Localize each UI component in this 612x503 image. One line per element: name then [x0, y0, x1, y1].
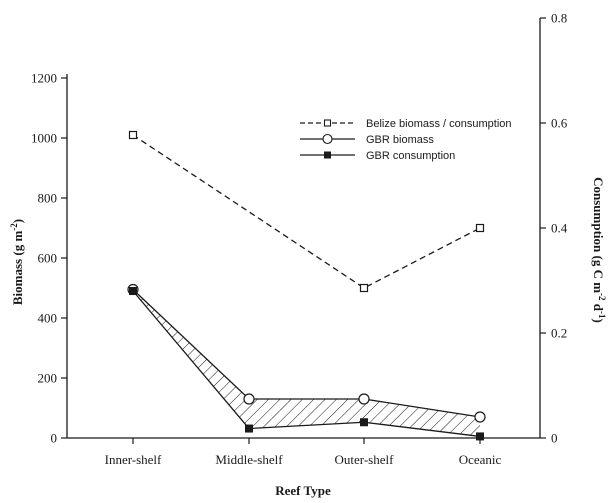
right-tick-label: 0: [551, 431, 558, 446]
left-axis-title: Biomass (g m-2): [9, 219, 25, 305]
left-tick-label: 800: [38, 191, 58, 206]
left-tick-label: 200: [38, 371, 58, 386]
right-axis-title: Consumption (g C m-2 d-1): [591, 177, 607, 323]
legend-marker: [322, 133, 333, 145]
x-tick-label: Middle-shelf: [215, 452, 283, 467]
x-tick-label: Oceanic: [459, 452, 502, 467]
left-tick-label: 600: [38, 251, 58, 266]
x-axis-title: Reef Type: [275, 483, 331, 498]
right-tick-label: 0.2: [551, 326, 567, 341]
legend-label: GBR consumption: [366, 150, 455, 162]
series-point-1: [243, 393, 255, 405]
series-point-0: [128, 130, 138, 140]
series-point-2: [476, 432, 484, 441]
left-tick-label: 0: [51, 431, 58, 446]
legend-marker: [323, 119, 332, 127]
right-tick-label: 0.4: [551, 221, 568, 236]
left-tick-label: 1000: [31, 131, 57, 146]
shaded-region: [133, 289, 480, 437]
right-tick-label: 0.6: [551, 116, 568, 131]
series-point-0: [475, 223, 485, 233]
x-tick-label: Outer-shelf: [335, 452, 395, 467]
legend-label: Belize biomass / consumption: [366, 118, 512, 130]
series-line-0: [132, 134, 481, 289]
left-tick-label: 400: [38, 311, 58, 326]
legend-label: GBR biomass: [366, 134, 434, 146]
series-line-2: [132, 290, 481, 438]
series-point-0: [359, 283, 369, 293]
series-line-1: [132, 289, 481, 418]
x-tick-label: Inner-shelf: [105, 452, 162, 467]
series-point-2: [360, 418, 368, 427]
series-point-2: [129, 287, 137, 295]
series-point-1: [474, 411, 486, 423]
left-tick-label: 1200: [31, 71, 57, 86]
series-point-2: [245, 424, 253, 433]
series-point-1: [358, 393, 370, 405]
legend-marker: [324, 151, 331, 159]
right-tick-label: 0.8: [551, 11, 567, 26]
